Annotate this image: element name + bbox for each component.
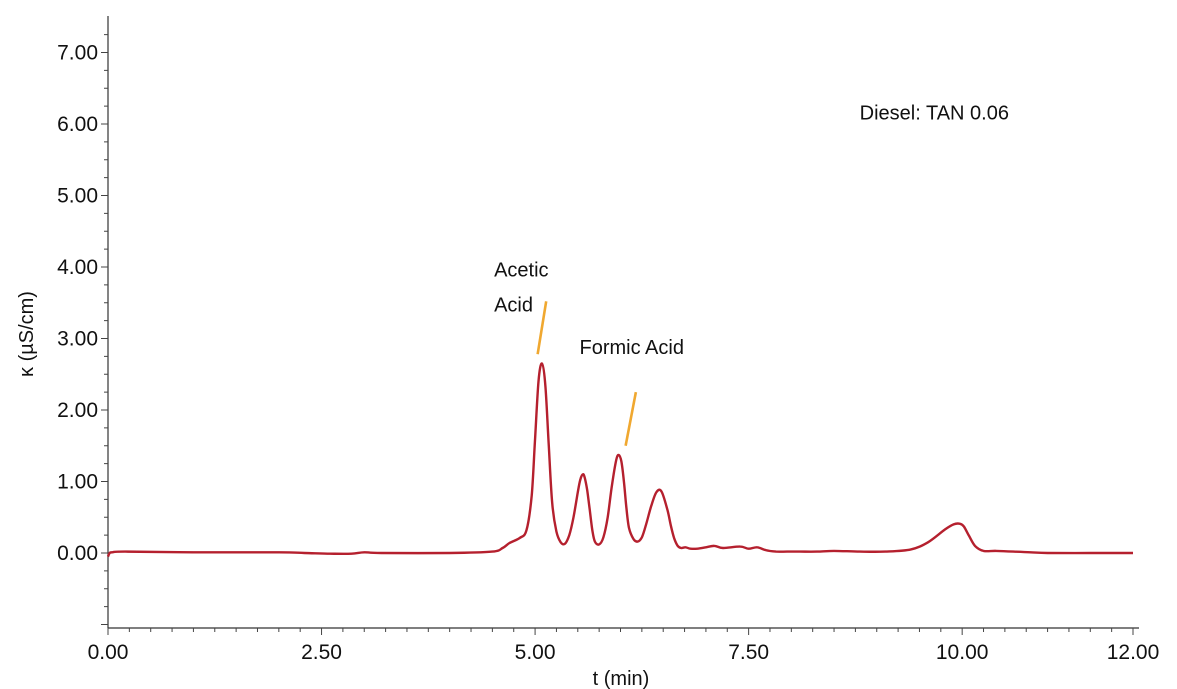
x-axis-label: t (min) [593,668,650,689]
annotation-leader-line [536,301,548,355]
y-tick-label: 4.00 [57,256,98,279]
annotation-leader-line [624,391,638,446]
y-tick-label: 3.00 [57,328,98,351]
y-axis-label: κ (µS/cm) [16,291,38,377]
annotations: Diesel: TAN 0.06 Acetic Acid Formic Acid [494,103,1009,446]
x-tick-label: 10.00 [936,641,989,664]
annotation-label: Diesel: TAN 0.06 [860,103,1009,125]
axes [107,16,1139,629]
annotation-label: Acetic [494,259,548,281]
y-tick-label: 7.00 [57,42,98,65]
y-tick-label: 6.00 [57,113,98,136]
y-tick-label: 0.00 [57,542,98,565]
y-tick-label: 5.00 [57,185,98,208]
x-tick-label: 12.00 [1107,641,1160,664]
y-tick-label: 2.00 [57,399,98,422]
x-tick-label: 2.50 [301,641,342,664]
x-axis-ticks: 0.00 2.50 5.00 7.50 10.00 12.00 [88,628,1160,664]
x-tick-label: 0.00 [88,641,129,664]
series-line [106,362,1133,558]
y-tick-label: 1.00 [57,471,98,494]
y-axis-ticks: 0.00 1.00 2.00 3.00 4.00 5.00 6.00 7.00 [57,34,108,625]
annotation-label: Formic Acid [580,337,684,359]
x-tick-label: 7.50 [728,641,769,664]
annotation-label: Acid [494,294,533,316]
plot-area [106,362,1133,558]
x-tick-label: 5.00 [515,641,556,664]
